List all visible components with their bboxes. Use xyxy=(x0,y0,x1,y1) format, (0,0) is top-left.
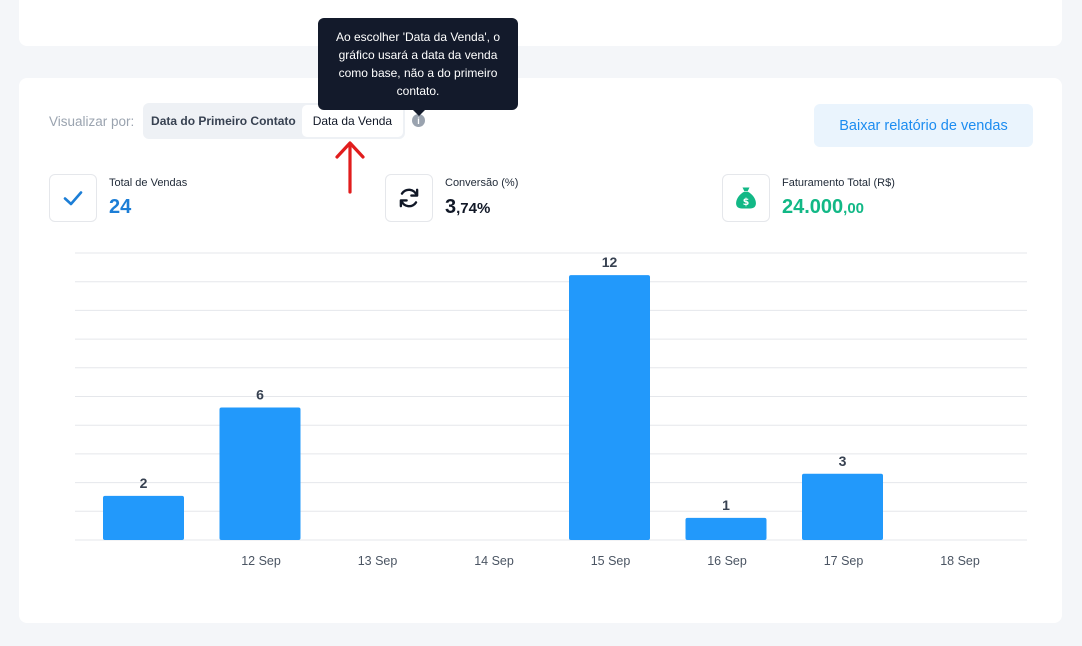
sales-report-card: Visualizar por: Data do Primeiro Contato… xyxy=(19,78,1062,623)
money-bag-icon: $ xyxy=(722,174,770,222)
chart-x-tick-label: 16 Sep xyxy=(707,554,747,568)
chart-data-label: 12 xyxy=(602,254,618,270)
svg-text:$: $ xyxy=(743,197,750,208)
chart-x-tick-label: 17 Sep xyxy=(824,554,864,568)
chart-bar xyxy=(569,275,650,540)
top-card xyxy=(19,0,1062,46)
kpi-conversion-label: Conversão (%) xyxy=(445,177,519,189)
chart-data-label: 6 xyxy=(256,387,264,403)
chart-x-tick-label: 15 Sep xyxy=(591,554,631,568)
chart-x-tick-label: 12 Sep xyxy=(241,554,281,568)
info-icon[interactable]: i xyxy=(412,114,425,127)
chart-bar xyxy=(685,517,767,540)
chart-data-label: 2 xyxy=(140,475,148,491)
check-icon xyxy=(49,174,97,222)
chart-data-label: 1 xyxy=(722,497,730,513)
kpi-revenue-int: 24.000 xyxy=(782,196,844,218)
kpi-revenue-label: Faturamento Total (R$) xyxy=(782,177,895,189)
download-sales-report-button[interactable]: Baixar relatório de vendas xyxy=(814,104,1033,147)
kpi-conversion-decimal: ,74% xyxy=(456,200,491,217)
kpi-revenue-value: 24.000,00 xyxy=(782,196,864,219)
kpi-revenue-decimal: ,00 xyxy=(843,200,865,217)
kpi-conversion-int: 3 xyxy=(445,196,457,218)
chart-x-tick-label: 18 Sep xyxy=(940,554,980,568)
first-contact-date-option[interactable]: Data do Primeiro Contato xyxy=(151,114,296,128)
sale-date-option[interactable]: Data da Venda xyxy=(301,105,403,137)
annotation-arrow-up-icon xyxy=(335,141,365,194)
chart-bar xyxy=(219,407,301,540)
chart-x-tick-label: 13 Sep xyxy=(358,554,398,568)
kpi-total-sales-value: 24 xyxy=(109,196,132,218)
chart-bar xyxy=(802,473,883,540)
chart-bar xyxy=(103,495,184,540)
view-by-label: Visualizar por: xyxy=(49,114,135,129)
chart-x-tick-label: 14 Sep xyxy=(474,554,514,568)
sale-date-tooltip: Ao escolher 'Data da Venda', o gráfico u… xyxy=(318,18,518,116)
kpi-total-sales-label: Total de Vendas xyxy=(109,177,188,189)
kpi-conversion-value: 3,74% xyxy=(445,196,490,219)
refresh-icon xyxy=(385,174,433,222)
chart-data-label: 3 xyxy=(839,453,847,469)
